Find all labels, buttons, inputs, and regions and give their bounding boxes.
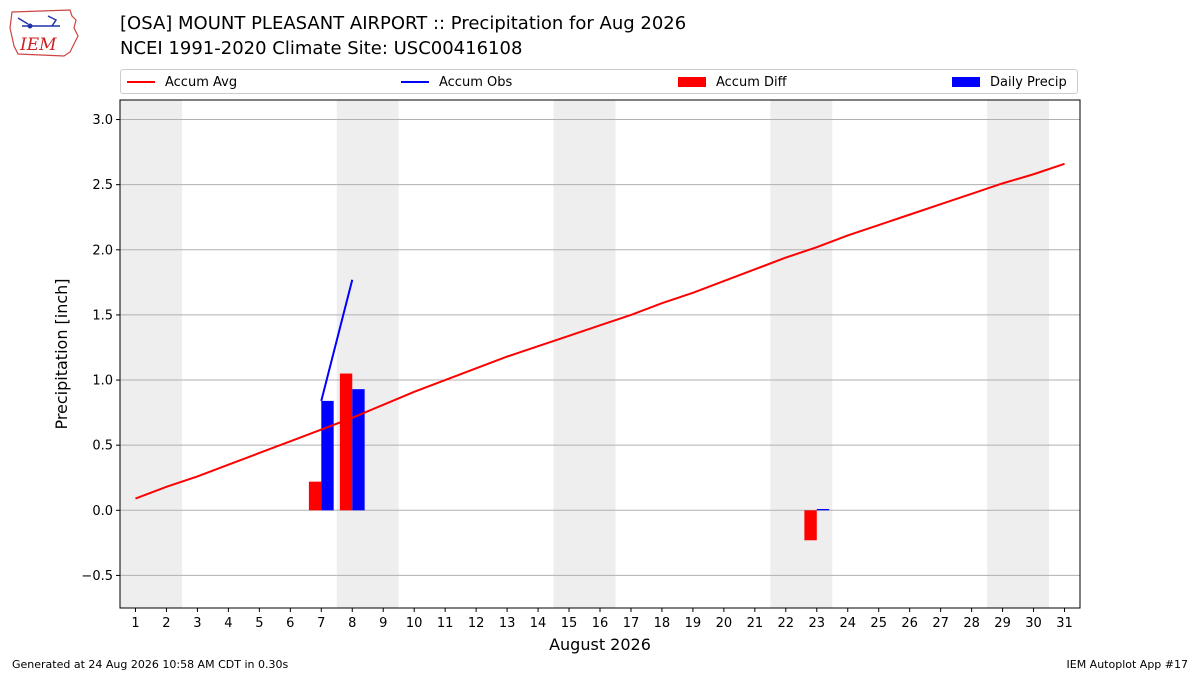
bar-daily-precip-day-8 bbox=[352, 389, 365, 511]
x-tick-label: 23 bbox=[809, 616, 826, 631]
x-tick-label: 2 bbox=[162, 616, 170, 631]
x-tick-label: 14 bbox=[530, 616, 547, 631]
y-tick-label: 1.5 bbox=[92, 308, 113, 323]
bar-daily-precip-day-23 bbox=[816, 509, 830, 511]
chart-subtitle: NCEI 1991-2020 Climate Site: USC00416108 bbox=[120, 38, 523, 59]
y-tick-label: 3.0 bbox=[92, 113, 113, 128]
x-tick-label: 8 bbox=[348, 616, 356, 631]
y-axis-ticks: −0.5 0.0 0.5 1.0 1.5 2.0 2.5 3.0 bbox=[81, 113, 120, 584]
legend-label-daily-precip: Daily Precip bbox=[990, 74, 1067, 90]
x-tick-label: 5 bbox=[255, 616, 263, 631]
weekend-shading bbox=[120, 100, 1050, 608]
logo-text: IEM bbox=[19, 35, 57, 55]
x-tick-label: 10 bbox=[406, 616, 423, 631]
x-tick-label: 29 bbox=[994, 616, 1011, 631]
bar-accum-diff-day-23 bbox=[804, 510, 817, 541]
bar-accum-diff-day-7 bbox=[308, 481, 322, 511]
x-tick-label: 4 bbox=[224, 616, 232, 631]
x-tick-label: 19 bbox=[685, 616, 702, 631]
x-tick-label: 18 bbox=[654, 616, 671, 631]
x-tick-label: 25 bbox=[870, 616, 887, 631]
weekend-shade-3 bbox=[770, 100, 833, 608]
legend-item-daily-precip: Daily Precip bbox=[952, 74, 1067, 90]
x-tick-label: 20 bbox=[716, 616, 733, 631]
x-tick-label: 11 bbox=[437, 616, 454, 631]
iem-logo: IEM bbox=[8, 6, 80, 58]
bar-accum-diff-day-8 bbox=[339, 373, 353, 511]
x-axis-label: August 2026 bbox=[549, 635, 651, 654]
line-accum-obs bbox=[320, 279, 354, 402]
grid-lines bbox=[120, 119, 1080, 576]
weekend-shade-1 bbox=[336, 100, 399, 608]
x-tick-label: 9 bbox=[379, 616, 387, 631]
y-tick-label: 0.0 bbox=[92, 504, 113, 519]
legend-label-accum-avg: Accum Avg bbox=[165, 74, 238, 90]
legend: Accum Avg Accum Obs Accum Diff Daily Pre… bbox=[120, 69, 1078, 94]
x-tick-label: 1 bbox=[131, 616, 139, 631]
x-tick-label: 16 bbox=[592, 616, 609, 631]
y-tick-label: 2.0 bbox=[92, 243, 113, 258]
x-tick-label: 7 bbox=[317, 616, 325, 631]
y-tick-label: −0.5 bbox=[81, 569, 113, 584]
x-tick-label: 27 bbox=[932, 616, 949, 631]
x-tick-label: 24 bbox=[839, 616, 856, 631]
x-tick-label: 31 bbox=[1056, 616, 1073, 631]
chart-title: [OSA] MOUNT PLEASANT AIRPORT :: Precipit… bbox=[120, 13, 687, 34]
x-tick-label: 3 bbox=[193, 616, 201, 631]
y-tick-label: 0.5 bbox=[92, 439, 113, 454]
y-tick-label: 2.5 bbox=[92, 178, 113, 193]
bar-daily-precip-day-7 bbox=[321, 400, 334, 511]
x-tick-label: 17 bbox=[623, 616, 640, 631]
x-tick-label: 12 bbox=[468, 616, 485, 631]
series-lines bbox=[135, 162, 1065, 500]
legend-item-accum-avg: Accum Avg bbox=[127, 74, 237, 90]
y-axis-label: Precipitation [inch] bbox=[52, 278, 71, 429]
weekend-shade-4 bbox=[987, 100, 1050, 608]
legend-swatch-accum-obs bbox=[401, 81, 429, 83]
x-tick-label: 13 bbox=[499, 616, 516, 631]
x-tick-label: 22 bbox=[778, 616, 795, 631]
x-tick-label: 30 bbox=[1025, 616, 1042, 631]
legend-item-accum-diff: Accum Diff bbox=[678, 74, 787, 90]
legend-label-accum-obs: Accum Obs bbox=[439, 74, 513, 90]
legend-swatch-accum-diff bbox=[678, 77, 706, 87]
bars bbox=[308, 373, 830, 541]
footer-app: IEM Autoplot App #17 bbox=[1066, 658, 1189, 671]
legend-swatch-accum-avg bbox=[127, 81, 155, 83]
x-tick-label: 26 bbox=[901, 616, 918, 631]
line-accum-avg bbox=[135, 162, 1065, 500]
weekend-shade-0 bbox=[120, 100, 182, 608]
x-tick-label: 15 bbox=[561, 616, 578, 631]
x-tick-label: 28 bbox=[963, 616, 980, 631]
x-tick-label: 6 bbox=[286, 616, 294, 631]
weekend-shade-2 bbox=[553, 100, 616, 608]
legend-label-accum-diff: Accum Diff bbox=[716, 74, 787, 90]
legend-swatch-daily-precip bbox=[952, 77, 980, 87]
footer-generated: Generated at 24 Aug 2026 10:58 AM CDT in… bbox=[12, 658, 289, 671]
x-tick-label: 21 bbox=[747, 616, 764, 631]
x-axis-ticks: 1 2 3 4 5 6 7 8 9 10 11 12 13 14 15 16 17 18 19 20 21 22 23 24 2… bbox=[131, 608, 1073, 631]
y-tick-label: 1.0 bbox=[92, 374, 113, 389]
legend-item-accum-obs: Accum Obs bbox=[401, 74, 512, 90]
